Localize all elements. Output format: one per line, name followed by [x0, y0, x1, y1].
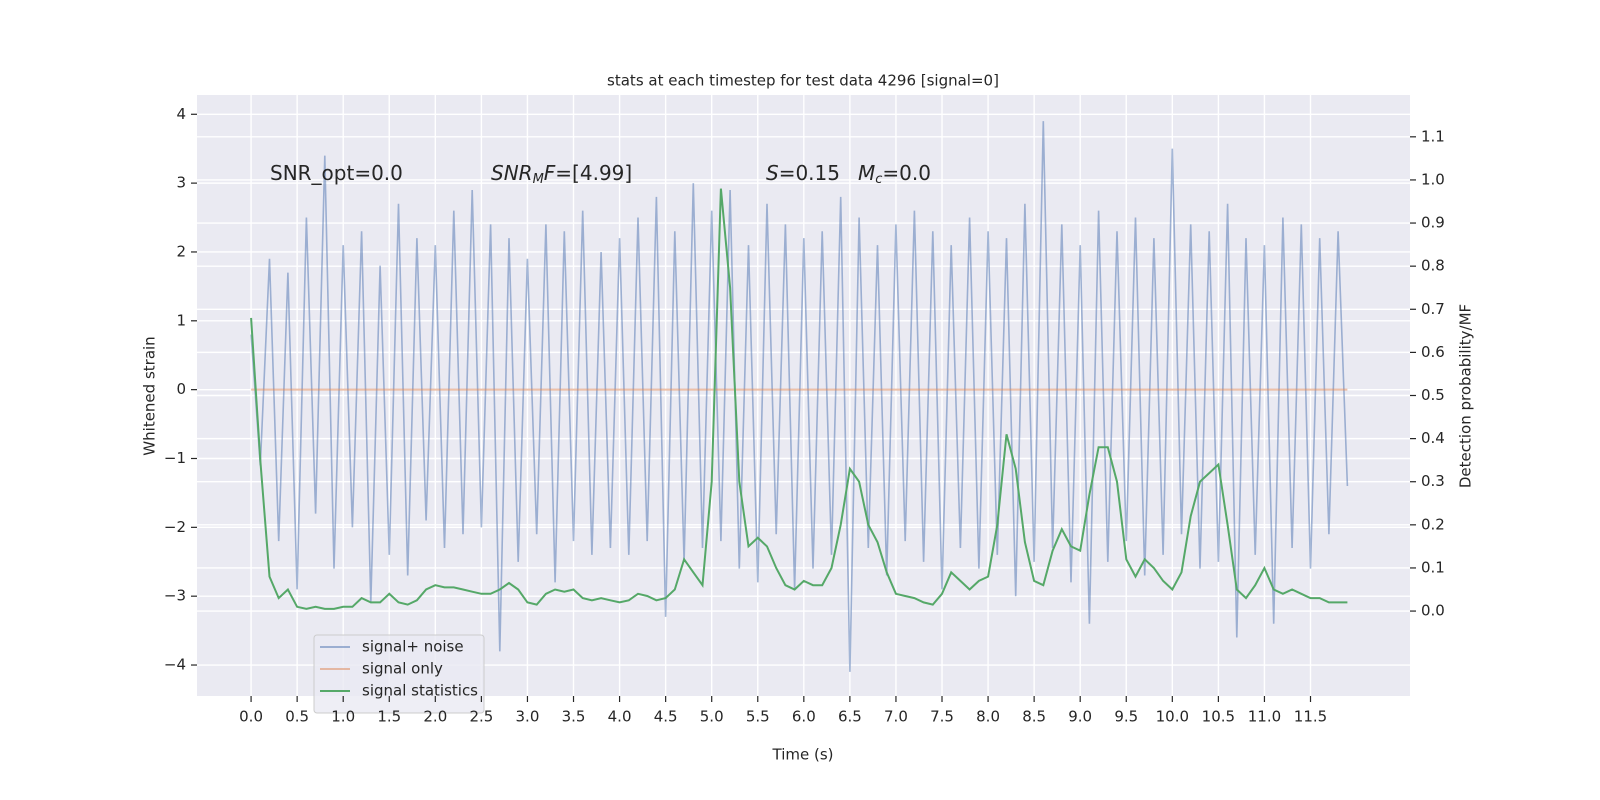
annotation: SNRMF=[4.99]: [491, 161, 632, 187]
x-tick-label: 8.5: [1022, 708, 1046, 726]
x-tick-label: 5.5: [746, 708, 770, 726]
y-tick-label: 2: [176, 242, 186, 260]
x-tick-label: 6.5: [838, 708, 862, 726]
annotation-text: SNR_opt=0.0: [270, 161, 403, 185]
annotation-text: =[4.99]: [555, 161, 632, 185]
x-tick-label: 9.5: [1114, 708, 1138, 726]
x-axis-label: Time (s): [772, 746, 834, 764]
y-tick-label: −1: [164, 449, 186, 467]
x-tick-label: 11.5: [1294, 708, 1327, 726]
legend-label: signal only: [362, 660, 443, 678]
y-tick-label: −4: [164, 656, 186, 674]
annotation-text: SNR: [491, 161, 533, 185]
annotation-text: F: [544, 161, 556, 185]
x-tick-label: 5.0: [700, 708, 724, 726]
y-tick-label: 1: [176, 311, 186, 329]
y2-tick-label: 0.1: [1421, 558, 1445, 576]
y2-tick-label: 0.0: [1421, 602, 1445, 620]
annotation-text: M: [533, 172, 544, 187]
y2-tick-label: 0.3: [1421, 472, 1445, 490]
x-tick-label: 6.0: [792, 708, 816, 726]
x-tick-label: 1.0: [331, 708, 355, 726]
y2-axis-label: Detection probability/MF: [1457, 304, 1475, 488]
y2-tick-label: 0.9: [1421, 214, 1445, 232]
lines: [250, 121, 1349, 672]
y2-tick-label: 0.5: [1421, 386, 1445, 404]
x-tick-label: 0.0: [239, 708, 263, 726]
annotation-text: =0.15: [779, 161, 840, 185]
x-tick-label: 3.5: [562, 708, 586, 726]
y-tick-label: 4: [176, 105, 186, 123]
y2-tick-label: 0.4: [1421, 429, 1445, 447]
line-series: [250, 121, 1349, 672]
y2-tick-label: 0.7: [1421, 300, 1445, 318]
x-tick-label: 0.5: [285, 708, 309, 726]
x-tick-label: 10.0: [1156, 708, 1189, 726]
x-tick-label: 4.5: [654, 708, 678, 726]
x-tick-label: 11.0: [1248, 708, 1281, 726]
y-tick-label: −2: [164, 518, 186, 536]
annotation-text: =0.0: [882, 161, 931, 185]
annotation: Mc=0.0: [858, 161, 931, 187]
legend-box: [313, 634, 485, 714]
y2-tick-label: 0.8: [1421, 257, 1445, 275]
x-tick-label: 2.5: [469, 708, 493, 726]
x-tick-label: 2.0: [423, 708, 447, 726]
x-tick-label: 7.5: [930, 708, 954, 726]
legend-label: signal statistics: [362, 682, 478, 700]
x-tick-label: 7.0: [884, 708, 908, 726]
y-tick-label: −3: [164, 587, 186, 605]
annotation: SNR_opt=0.0: [270, 161, 403, 185]
x-tick-label: 4.0: [608, 708, 632, 726]
y2-tick-label: 0.6: [1421, 343, 1445, 361]
x-tick-label: 8.0: [976, 708, 1000, 726]
y2-tick-label: 0.2: [1421, 515, 1445, 533]
annotation-text: S: [766, 161, 779, 185]
line-series: [250, 188, 1348, 610]
chart-title: stats at each timestep for test data 429…: [607, 72, 999, 90]
y2-tick-label: 1.1: [1421, 127, 1445, 145]
y2-tick-label: 1.0: [1421, 170, 1445, 188]
y-tick-label: 3: [176, 174, 186, 192]
legend-label: signal+ noise: [362, 638, 464, 656]
x-tick-label: 9.0: [1068, 708, 1092, 726]
annotation-text: c: [875, 172, 882, 187]
x-tick-label: 10.5: [1202, 708, 1235, 726]
y-tick-label: 0: [176, 380, 186, 398]
x-tick-label: 3.0: [516, 708, 540, 726]
annotation-text: M: [858, 161, 875, 185]
y-axis-label: Whitened strain: [141, 336, 159, 455]
annotation: S=0.15: [766, 161, 840, 185]
legend: signal+ noise signal only signal statistic…: [313, 634, 485, 714]
x-tick-label: 1.5: [377, 708, 401, 726]
